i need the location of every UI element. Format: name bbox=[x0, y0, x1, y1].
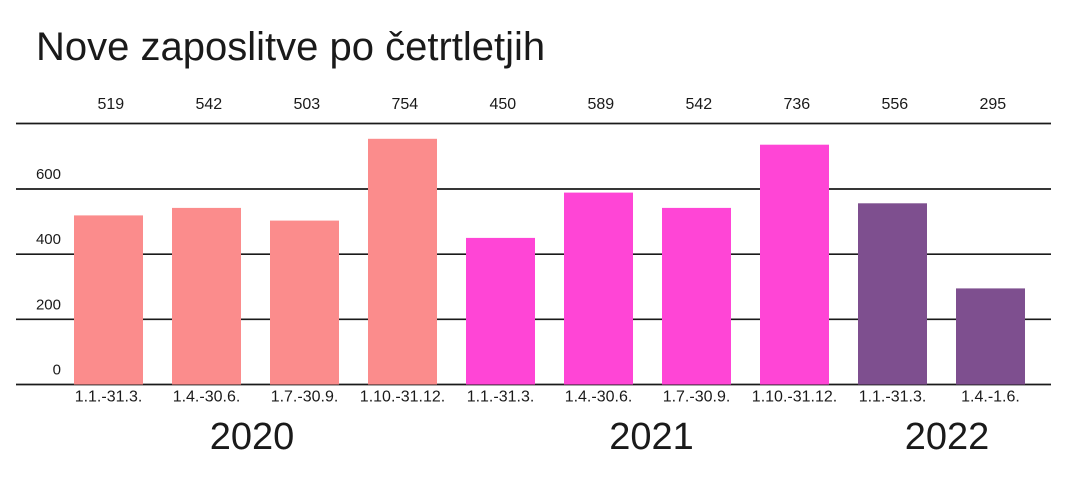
svg-text:1.10.-31.12.: 1.10.-31.12. bbox=[360, 389, 445, 406]
svg-text:1.1.-31.3.: 1.1.-31.3. bbox=[467, 389, 535, 406]
svg-text:295: 295 bbox=[979, 96, 1006, 113]
svg-text:450: 450 bbox=[489, 96, 516, 113]
svg-text:2020: 2020 bbox=[210, 416, 295, 458]
svg-text:1.1.-31.3.: 1.1.-31.3. bbox=[75, 389, 143, 406]
svg-text:1.1.-31.3.: 1.1.-31.3. bbox=[859, 389, 927, 406]
svg-text:200: 200 bbox=[36, 296, 61, 313]
svg-text:600: 600 bbox=[36, 166, 61, 183]
svg-text:1.7.-30.9.: 1.7.-30.9. bbox=[663, 389, 731, 406]
svg-text:736: 736 bbox=[783, 96, 810, 113]
svg-text:542: 542 bbox=[685, 96, 712, 113]
svg-text:1.4.-30.6.: 1.4.-30.6. bbox=[173, 389, 241, 406]
svg-text:400: 400 bbox=[36, 231, 61, 248]
svg-text:556: 556 bbox=[881, 96, 908, 113]
svg-text:1.4.-1.6.: 1.4.-1.6. bbox=[961, 389, 1020, 406]
svg-text:519: 519 bbox=[97, 96, 124, 113]
svg-text:542: 542 bbox=[195, 96, 222, 113]
svg-text:1.10.-31.12.: 1.10.-31.12. bbox=[752, 389, 837, 406]
svg-text:2022: 2022 bbox=[905, 416, 990, 458]
svg-text:589: 589 bbox=[587, 96, 614, 113]
svg-text:503: 503 bbox=[293, 96, 320, 113]
svg-text:1.4.-30.6.: 1.4.-30.6. bbox=[565, 389, 633, 406]
svg-text:1.7.-30.9.: 1.7.-30.9. bbox=[271, 389, 339, 406]
svg-text:754: 754 bbox=[391, 96, 418, 113]
svg-text:2021: 2021 bbox=[609, 416, 694, 458]
svg-text:0: 0 bbox=[53, 362, 61, 379]
